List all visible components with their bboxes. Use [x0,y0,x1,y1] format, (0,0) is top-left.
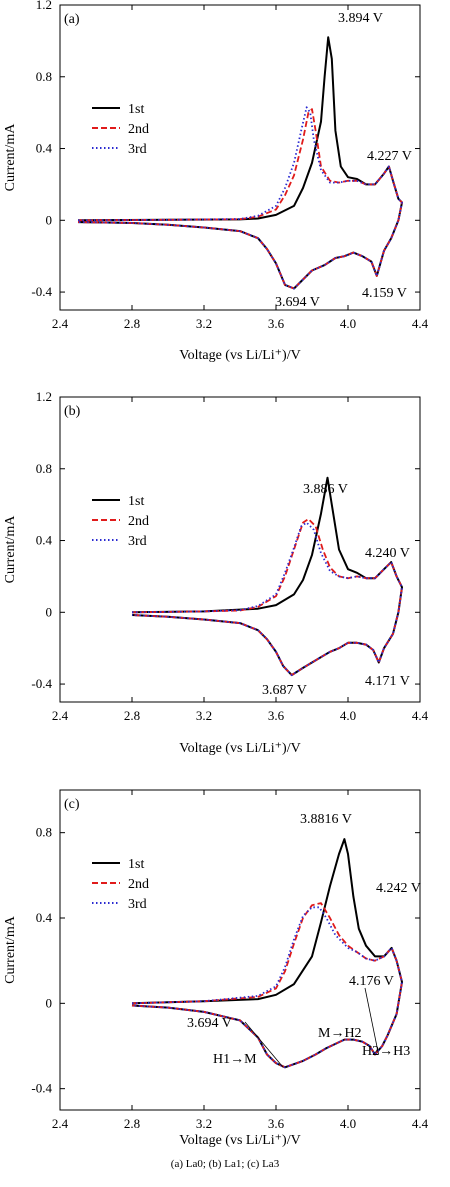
series-line-2nd [77,108,403,290]
y-tick-label: 0.8 [36,825,52,840]
x-tick-label: 3.2 [196,1116,212,1131]
series-line-2nd [131,518,403,676]
annotation-label: 4.171 V [365,674,410,689]
legend-label: 3rd [128,142,147,157]
x-tick-label: 3.6 [268,1116,285,1131]
chart-panel-2: 2.4 2.8 3.2 3.6 4.0 4.4 0.8 0.4 0 -0.4 Voltage (vs… [3,789,429,1148]
panel-label: (c) [64,797,80,812]
legend-label: 2nd [128,877,149,892]
legend-label: 2nd [128,122,149,137]
y-tick-label: 0.4 [36,910,53,925]
y-tick-label: 0 [46,995,53,1010]
legend-label: 1st [128,494,144,509]
annotation-label: 4.240 V [365,546,410,561]
y-tick-label: -0.4 [31,1081,52,1096]
annotation-label: 3.894 V [338,11,383,26]
x-tick-label: 4.0 [340,708,356,723]
series-line-1st [131,476,403,677]
y-tick-label: 0.4 [36,533,53,548]
x-tick-label: 4.4 [412,316,429,331]
x-tick-label: 2.4 [52,708,69,723]
y-tick-label: 0 [46,212,53,227]
x-tick-label: 4.4 [412,708,429,723]
chart-panel-0: 2.4 2.8 3.2 3.6 4.0 4.4 1.2 0.8 0.4 0 -0.4 Voltage … [3,0,429,363]
legend-label: 3rd [128,897,147,912]
x-tick-label: 2.4 [52,316,69,331]
y-tick-label: 0.8 [36,69,52,84]
y-tick-label: -0.4 [31,676,52,691]
annotation-label: H2→H3 [362,1044,410,1059]
chart-panel-1: 2.4 2.8 3.2 3.6 4.0 4.4 1.2 0.8 0.4 0 -0.4 Voltage … [3,389,429,756]
annotation-leader [244,1021,284,1068]
legend-label: 2nd [128,514,149,529]
y-axis-label: Current/mA [3,515,18,584]
annotation-label: 3.694 V [275,295,320,310]
annotation-label: H1→M [213,1052,257,1067]
figure-caption: (a) La0; (b) La1; (c) La3 [170,1158,280,1170]
annotation-label: 4.176 V [349,974,394,989]
y-tick-label: 0 [46,604,53,619]
annotation-label: 3.886 V [303,482,348,497]
y-tick-label: 1.2 [36,389,52,404]
plot-frame [59,396,421,703]
x-tick-label: 2.4 [52,1116,69,1131]
annotation-leader [364,987,379,1055]
panel-label: (a) [64,12,80,27]
x-tick-label: 2.8 [124,316,140,331]
annotation-label: 3.687 V [262,683,307,698]
annotation-label: 4.227 V [367,149,412,164]
legend-label: 3rd [128,534,147,549]
x-tick-label: 4.0 [340,316,356,331]
annotation-label: 4.242 V [376,881,421,896]
plot-frame [59,4,421,311]
series-line-3rd [131,521,403,676]
legend-label: 1st [128,857,144,872]
x-tick-label: 3.6 [268,708,285,723]
legend-label: 1st [128,102,144,117]
x-axis-label: Voltage (vs Li/Li⁺)/V [179,348,300,363]
plot-frame [59,789,421,1111]
x-tick-label: 3.6 [268,316,285,331]
y-tick-label: 0.4 [36,141,53,156]
annotation-label: 3.694 V [187,1016,232,1031]
annotation-label: 4.159 V [362,286,407,301]
y-tick-label: -0.4 [31,284,52,299]
panel-label: (b) [64,404,81,419]
x-axis-label: Voltage (vs Li/Li⁺)/V [179,741,300,756]
series-line-2nd [131,902,403,1069]
y-tick-label: 0.8 [36,461,52,476]
annotation-label: 3.8816 V [300,812,352,827]
annotation-label: M→H2 [318,1026,362,1041]
x-tick-label: 3.2 [196,316,212,331]
x-tick-label: 4.4 [412,1116,429,1131]
series-line-1st [77,36,403,290]
y-tick-label: 1.2 [36,0,52,12]
x-axis-label: Voltage (vs Li/Li⁺)/V [179,1133,300,1148]
y-axis-label: Current/mA [3,915,18,984]
x-tick-label: 4.0 [340,1116,356,1131]
series-line-3rd [77,106,403,290]
y-axis-label: Current/mA [3,123,18,192]
x-tick-label: 2.8 [124,708,140,723]
x-tick-label: 2.8 [124,1116,140,1131]
x-tick-label: 3.2 [196,708,212,723]
